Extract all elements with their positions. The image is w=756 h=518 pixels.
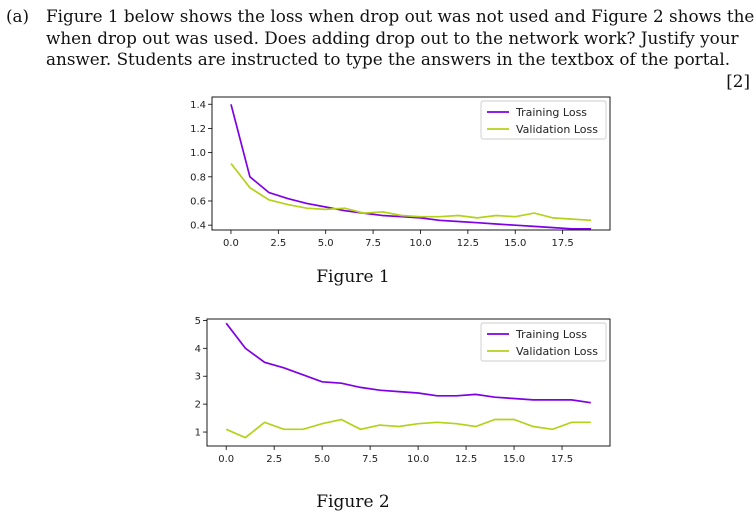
x-tick-label: 2.5 (266, 454, 282, 465)
x-tick-label: 0.0 (218, 454, 234, 465)
question-line-3: answer. Students are instructed to type … (6, 49, 750, 91)
x-tick-label: 10.0 (407, 454, 429, 465)
figure-1-chart: 0.0 2.5 5.0 7.5 10.0 12.5 15.0 17.5 0.4 0.6 0.8 1.0… (190, 96, 611, 249)
figure-2-caption: Figure 2 (316, 492, 390, 512)
legend-box (480, 322, 607, 362)
x-tick-label: 17.5 (551, 238, 573, 249)
x-tick-label: 15.0 (503, 454, 525, 465)
x-tick-label: 17.5 (551, 454, 573, 465)
plot-frame (211, 96, 611, 231)
y-tick-label: 1 (195, 428, 201, 439)
question-marks: [2] (726, 70, 750, 91)
x-tick-label: 5.0 (314, 454, 330, 465)
question-text: (a) Figure 1 below shows the loss when dr… (6, 6, 756, 92)
series-line-validation-loss (225, 418, 591, 439)
question-line-2: when drop out was used. Does adding drop… (6, 28, 750, 50)
question-label: (a) (6, 6, 30, 26)
legend-box (480, 100, 607, 140)
question-line-1: (a) Figure 1 below shows the loss when dr… (6, 6, 756, 28)
y-tick-label: 2 (195, 400, 201, 411)
x-tick-label: 15.0 (504, 238, 526, 249)
y-tick-label: 3 (195, 372, 201, 383)
x-tick-label: 2.5 (270, 238, 286, 249)
y-tick-label: 0.4 (190, 221, 206, 232)
y-tick-label: 0.8 (190, 172, 206, 183)
series-line-training-loss (230, 104, 591, 230)
figure-2-chart: 0.0 2.5 5.0 7.5 10.0 12.5 15.0 17.5 1 2 3 4 5 Trainin… (195, 316, 611, 465)
legend-label: Training Loss (515, 106, 587, 119)
plot-frame (206, 318, 611, 447)
legend-label: Training Loss (515, 328, 587, 341)
series-line-training-loss (225, 322, 591, 404)
question-line-1-text: Figure 1 below shows the loss when drop … (46, 6, 756, 26)
question-line-2-text: when drop out was used. Does adding drop… (46, 27, 739, 48)
figure-2: 0.0 2.5 5.0 7.5 10.0 12.5 15.0 17.5 1 2 3 4 5 Trainin… (180, 312, 620, 486)
legend-label: Validation Loss (516, 345, 598, 358)
figure-1: 0.0 2.5 5.0 7.5 10.0 12.5 15.0 17.5 0.4 0.6 0.8 1.0… (180, 90, 620, 264)
y-tick-label: 4 (195, 344, 201, 355)
x-tick-label: 0.0 (223, 238, 239, 249)
x-tick-label: 10.0 (409, 238, 431, 249)
question-line-3-text: answer. Students are instructed to type … (46, 49, 731, 69)
series-line-validation-loss (230, 162, 592, 222)
x-tick-label: 7.5 (365, 238, 381, 249)
figure-1-caption: Figure 1 (316, 267, 390, 287)
x-tick-label: 7.5 (362, 454, 378, 465)
x-tick-label: 12.5 (455, 454, 477, 465)
y-tick-label: 5 (195, 316, 201, 327)
legend-label: Validation Loss (516, 123, 598, 136)
x-tick-label: 5.0 (318, 238, 334, 249)
x-tick-label: 12.5 (457, 238, 479, 249)
y-tick-label: 1.2 (190, 124, 206, 135)
y-tick-label: 0.6 (190, 196, 206, 207)
y-tick-label: 1.4 (190, 100, 206, 111)
y-tick-label: 1.0 (190, 148, 206, 159)
